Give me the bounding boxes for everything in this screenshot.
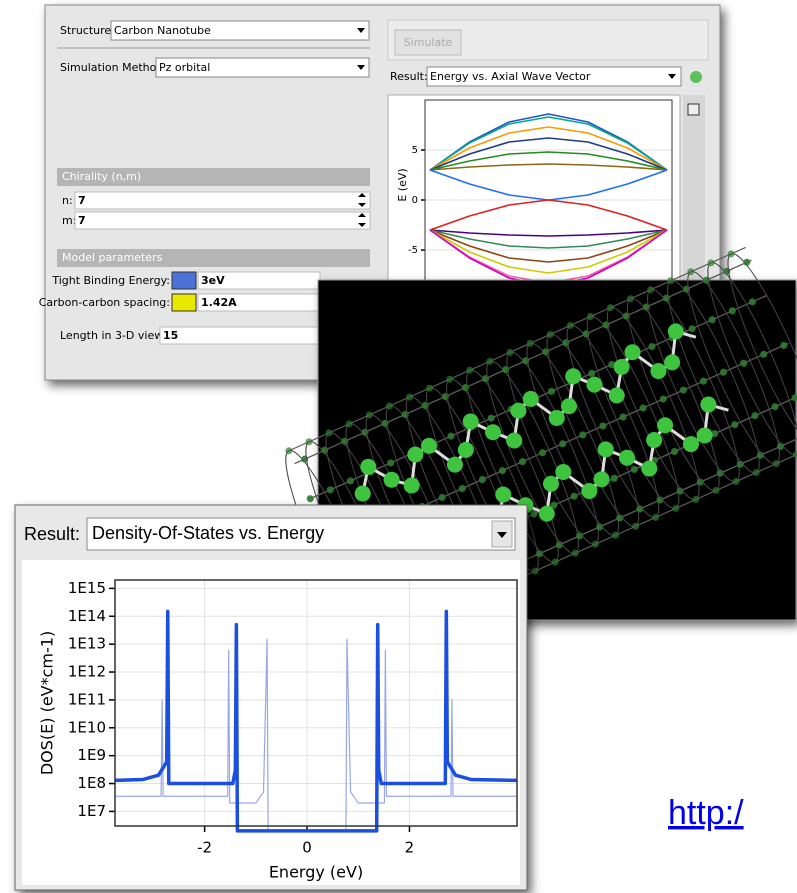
unit-icon[interactable] (172, 272, 196, 289)
y-tick-label: 5 (412, 145, 418, 156)
dos-window: Result: Density-Of-States vs. Energy 1E7… (15, 505, 527, 890)
label: Simulation Method: (60, 61, 167, 74)
atom (284, 446, 293, 455)
x-tick-label: 0 (302, 839, 312, 857)
atom (722, 267, 731, 276)
spin-value: 7 (78, 194, 86, 207)
combo-value: Energy vs. Axial Wave Vector (430, 70, 591, 83)
label: Tight Binding Energy: (51, 274, 170, 287)
download-icon[interactable] (690, 71, 702, 83)
label: Structure: (60, 24, 115, 37)
button-label: Simulate (404, 36, 453, 49)
plot-area (115, 580, 517, 826)
spin-value: 7 (78, 214, 86, 227)
atom (300, 455, 309, 464)
unit-icon[interactable] (172, 294, 196, 311)
atom (742, 258, 751, 267)
field-value: 1.42A (201, 296, 237, 309)
atom (306, 494, 315, 503)
label: Result: (390, 70, 428, 83)
field-value: 3eV (201, 274, 225, 287)
y-tick-label: 1E15 (68, 579, 106, 597)
x-axis-label: Energy (eV) (269, 863, 363, 882)
label: Length in 3-D view: (60, 329, 166, 342)
label: Result: (24, 524, 80, 544)
y-axis-label: DOS(E) (eV*cm-1) (38, 631, 57, 775)
y-tick-label: 1E12 (68, 663, 106, 681)
label: n: (62, 194, 73, 207)
link[interactable]: http:/ (668, 794, 744, 832)
y-tick-label: 1E11 (68, 690, 106, 708)
group-title: Model parameters (62, 251, 163, 264)
combo-value: Density-Of-States vs. Energy (92, 523, 324, 543)
y-tick-label: 1E14 (68, 607, 106, 625)
atom (304, 437, 313, 446)
spin-box[interactable] (75, 192, 370, 209)
x-tick-label: 2 (405, 839, 415, 857)
y-tick-label: -5 (408, 245, 418, 256)
y-axis-label: E (eV) (396, 168, 409, 201)
y-tick-label: 0 (412, 195, 418, 206)
field-value: 15 (163, 329, 178, 342)
label: m: (62, 214, 76, 227)
combo-value: Carbon Nanotube (114, 24, 211, 37)
y-tick-label: 1E8 (77, 774, 106, 792)
screenshot: Structure: Carbon Nanotube Simulation Me… (0, 0, 797, 893)
y-tick-label: 1E13 (68, 635, 106, 653)
zoom-button[interactable] (688, 104, 699, 115)
x-tick-label: -2 (197, 839, 212, 857)
label: Carbon-carbon spacing: (39, 296, 170, 309)
y-tick-label: 1E7 (77, 802, 106, 820)
text-field[interactable] (160, 327, 320, 344)
group-title: Chirality (n,m) (62, 170, 141, 183)
spin-box[interactable] (75, 212, 370, 229)
y-tick-label: 1E10 (68, 718, 106, 736)
atom (726, 249, 735, 258)
combo-value: Pz orbital (159, 61, 210, 74)
y-tick-label: 1E9 (77, 746, 106, 764)
page: { "panel": { "structure_label": "Structu… (0, 0, 797, 893)
band-chart: -5 0 5 E (eV) (396, 100, 672, 300)
